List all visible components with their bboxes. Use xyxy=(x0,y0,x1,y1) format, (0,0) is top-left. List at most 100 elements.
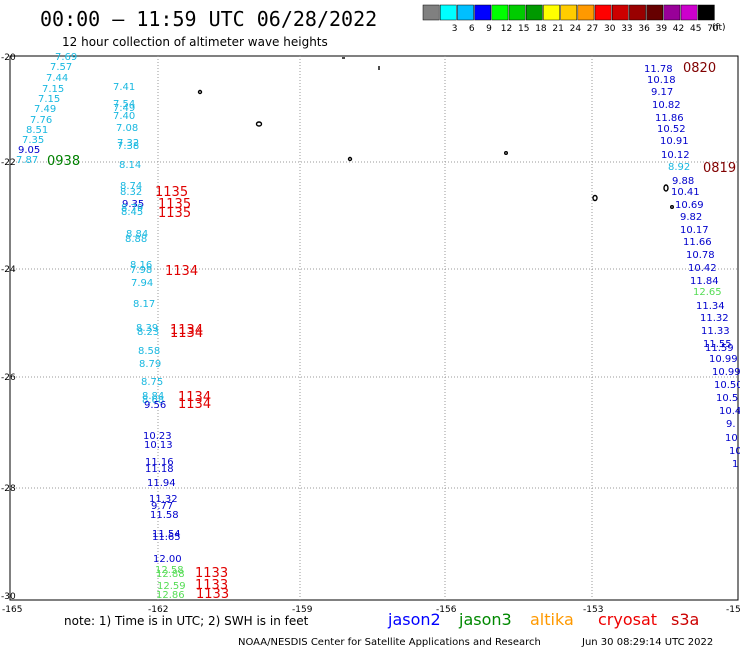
satellite-name: cryosat xyxy=(598,610,657,629)
legend-swatch xyxy=(697,4,715,21)
map-border xyxy=(9,55,739,601)
legend-swatch xyxy=(474,4,492,21)
swh-value: 8.88 xyxy=(125,234,147,245)
swh-value: 11.54 xyxy=(152,529,181,540)
swh-value: 10.99 xyxy=(712,367,740,378)
legend-swatch xyxy=(508,4,526,21)
island xyxy=(504,150,509,155)
legend-label: 70 xyxy=(707,24,719,34)
pass-time-label: 0938 xyxy=(47,154,80,169)
swh-value: 7.35 xyxy=(22,135,44,146)
swh-value: 8.14 xyxy=(119,160,141,171)
swh-value: 10.82 xyxy=(652,100,681,111)
swh-value: 7.98 xyxy=(130,265,152,276)
island xyxy=(197,89,203,95)
legend-label: 21 xyxy=(552,24,563,34)
island xyxy=(592,194,598,202)
lon-tick: -150 xyxy=(726,605,740,615)
legend-swatch xyxy=(543,4,560,21)
pass-time-label: 1134 xyxy=(170,326,203,341)
swh-value: 11.32 xyxy=(149,494,178,505)
pass-time-label: 1133 xyxy=(195,566,228,581)
legend-swatch xyxy=(439,4,457,21)
swh-value: 7.44 xyxy=(46,73,68,84)
legend-swatch xyxy=(680,4,698,21)
swh-value: 8.79 xyxy=(139,359,161,370)
swh-value: 11.58 xyxy=(150,510,179,521)
swh-value: 7.49 xyxy=(113,103,135,114)
footer-timestamp: Jun 30 08:29:14 UTC 2022 xyxy=(581,637,713,648)
swh-value: 7.40 xyxy=(113,111,135,122)
legend-swatch xyxy=(611,4,629,21)
pass-time-label: 1133 xyxy=(196,587,229,602)
page-title: 00:00 – 11:59 UTC 06/28/2022 xyxy=(40,7,377,31)
lat-tick: -26 xyxy=(1,373,16,383)
swh-value: 8.84 xyxy=(126,229,148,240)
legend-swatch xyxy=(629,4,646,21)
wave-height-legend: 3 6 9 12 15 18 21 24 27 30 33 36 39 42 45 70 xyxy=(422,4,719,34)
swh-value: 9.17 xyxy=(651,87,673,98)
swh-value: 10.18 xyxy=(647,75,676,86)
island xyxy=(670,204,675,209)
swh-value: 9.88 xyxy=(672,176,694,187)
swh-value: 7.54 xyxy=(113,99,135,110)
lon-tick: -156 xyxy=(436,605,457,615)
map-frame xyxy=(9,55,739,601)
swh-value: 8.84 xyxy=(142,391,164,402)
pass-time-label: 0819 xyxy=(703,161,736,176)
legend-label: 30 xyxy=(604,24,616,34)
legend-label: 9 xyxy=(486,24,492,34)
swh-value: 12.65 xyxy=(693,287,722,298)
island xyxy=(347,156,353,162)
legend-swatch xyxy=(491,4,509,21)
swh-value: 8.51 xyxy=(26,125,48,136)
swh-value: 12.88 xyxy=(156,569,185,580)
pass-time-label: 1134 xyxy=(178,397,211,412)
swh-value: 12.59 xyxy=(157,581,186,592)
swh-value: 7.32 xyxy=(117,138,139,149)
lon-tick: -162 xyxy=(148,605,168,615)
legend-unit: (ft) xyxy=(712,23,726,33)
swh-value: 11.32 xyxy=(700,313,729,324)
swh-value: 10.52 xyxy=(657,124,686,135)
swh-value: 7.69 xyxy=(55,52,77,63)
swh-value: 8.68 xyxy=(142,395,164,406)
swh-value: 1 xyxy=(732,459,738,470)
legend-swatch xyxy=(457,4,474,21)
swh-value: 10.23 xyxy=(143,431,172,442)
swh-value: 10.99 xyxy=(709,354,738,365)
legend-label: 42 xyxy=(673,24,684,34)
swh-value: 9.56 xyxy=(144,400,166,411)
swh-value: 7.57 xyxy=(50,62,72,73)
legend-swatch xyxy=(422,4,440,21)
swh-value: 12.86 xyxy=(156,590,185,601)
swh-value: 10.5 xyxy=(716,393,738,404)
lat-tick: -30 xyxy=(1,592,16,602)
swh-value: 7.76 xyxy=(30,115,52,126)
swh-value: 10.41 xyxy=(671,187,700,198)
legend-swatch xyxy=(525,4,543,21)
legend-swatch xyxy=(577,4,595,21)
swh-value: 10 xyxy=(729,446,740,457)
swh-value: 7.38 xyxy=(117,141,139,152)
swh-value: 8.79 xyxy=(121,203,143,214)
swh-value: 8.74 xyxy=(120,181,142,192)
lon-tick: -159 xyxy=(292,605,313,615)
swh-value: 10.12 xyxy=(661,150,690,161)
swh-value: 11.55 xyxy=(703,339,732,350)
pass-time-labels: 0938113511351135113411341134113411341133… xyxy=(47,61,736,602)
swh-value: 8.23 xyxy=(137,327,159,338)
pass-time-label: 1134 xyxy=(165,264,198,279)
swh-value: 7.15 xyxy=(38,94,60,105)
legend-label: 33 xyxy=(621,24,632,34)
legend-swatch xyxy=(646,4,664,21)
legend-label: 3 xyxy=(452,24,458,34)
swh-value: 11.65 xyxy=(152,532,181,543)
islands xyxy=(197,57,675,209)
legend-swatch xyxy=(560,4,578,21)
swh-value: 7.94 xyxy=(131,278,153,289)
swh-value: 8.16 xyxy=(130,260,152,271)
swh-value: 9.35 xyxy=(122,199,144,210)
pass-time-label: 1135 xyxy=(155,185,188,200)
